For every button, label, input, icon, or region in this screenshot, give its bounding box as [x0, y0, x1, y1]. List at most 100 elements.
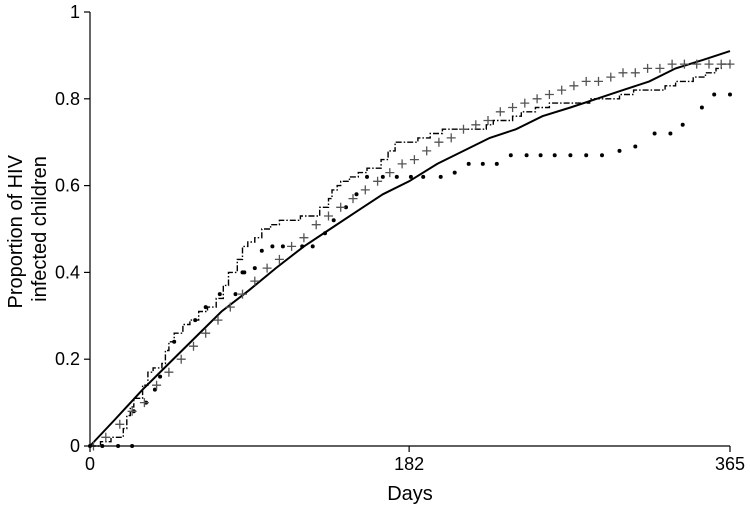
dot-point	[354, 192, 359, 197]
dot-point	[728, 92, 732, 97]
dot-point	[452, 170, 457, 175]
plus-point	[262, 263, 272, 273]
dot-point	[172, 339, 177, 344]
plus-point	[471, 120, 481, 130]
dot-point	[652, 131, 657, 136]
y-axis-title-line-2: infected children	[29, 156, 51, 302]
dot-point	[408, 174, 413, 179]
dot-point	[310, 244, 315, 249]
y-axis-title-line-1: Proportion of HIV	[5, 154, 27, 308]
plus-point	[409, 155, 419, 165]
dot-point	[480, 161, 485, 166]
x-tick-group: 0 182 365	[85, 446, 745, 474]
dot-point	[600, 153, 604, 158]
plus-point	[483, 116, 493, 125]
dot-point	[344, 205, 348, 210]
plus-point	[397, 159, 407, 169]
plus-point	[495, 107, 505, 117]
dot-point	[158, 374, 163, 379]
x-axis-title: Days	[387, 483, 433, 505]
plus-point	[606, 72, 616, 82]
plus-point	[618, 68, 628, 78]
plus-point	[679, 59, 689, 69]
y-tick-label: 0.2	[55, 349, 80, 369]
dot-point	[152, 387, 157, 392]
dot-point	[584, 153, 589, 158]
dot-point	[633, 144, 638, 149]
plus-point	[324, 211, 333, 221]
plus-point	[274, 254, 284, 264]
dot-point	[365, 174, 369, 179]
dot-point	[394, 174, 399, 179]
plus-point	[422, 146, 432, 156]
plus-point	[434, 137, 444, 147]
plus-point	[459, 124, 468, 134]
plus-point	[385, 168, 395, 178]
y-tick-label: 0.4	[55, 262, 80, 282]
dot-point	[252, 266, 257, 271]
plus-point	[213, 315, 223, 325]
plus-point	[725, 59, 735, 69]
dot-point	[668, 131, 673, 136]
dot-point	[617, 148, 622, 153]
plus-point	[189, 341, 198, 351]
dot-point	[217, 292, 222, 297]
plus-point	[152, 380, 162, 390]
dot-point	[568, 153, 573, 158]
plus-point	[643, 63, 653, 73]
x-tick-label: 365	[715, 454, 745, 474]
y-tick-label: 0	[70, 436, 80, 456]
dot-point	[323, 231, 327, 236]
plus-point	[299, 233, 309, 243]
plus-point	[692, 59, 702, 69]
dot-point	[242, 270, 247, 275]
plus-point	[581, 76, 591, 86]
plus-point	[360, 185, 370, 195]
plus-point	[704, 59, 714, 69]
plus-point	[201, 328, 211, 338]
dot-point	[680, 122, 685, 127]
plus-point	[373, 176, 383, 186]
plus-point	[348, 194, 358, 204]
dot-point	[280, 244, 285, 249]
series-layer	[88, 50, 735, 451]
dot-point	[421, 174, 426, 179]
y-tick-label: 0.6	[55, 176, 80, 196]
plus-point	[446, 133, 456, 143]
dot-point	[524, 153, 529, 158]
plus-point	[594, 76, 603, 86]
plus-point	[250, 276, 260, 286]
plus-point	[287, 241, 297, 251]
dot-point	[270, 244, 275, 249]
dot-point	[466, 161, 471, 166]
dot-point	[538, 153, 543, 158]
dot-point	[193, 318, 198, 323]
fitted-curve	[89, 50, 731, 447]
dot-point	[203, 305, 208, 310]
dot-point	[552, 153, 557, 158]
plus-point	[127, 406, 137, 416]
x-tick-label: 0	[85, 454, 95, 474]
plus-point	[115, 419, 125, 429]
plus-point	[164, 367, 174, 377]
y-tick-group: 0 0.2 0.4 0.6 0.8 1	[55, 2, 90, 456]
y-tick-label: 1	[70, 2, 80, 22]
dot-point	[712, 92, 717, 97]
dot-point	[494, 161, 499, 166]
plus-point	[532, 94, 542, 104]
plus-point	[544, 90, 554, 99]
dot-point	[699, 105, 704, 110]
dot-point	[508, 153, 513, 158]
dot-point	[233, 292, 238, 297]
plus-point	[630, 68, 640, 78]
plus-point	[667, 59, 677, 69]
x-tick-label: 182	[394, 454, 424, 474]
plus-point	[238, 289, 247, 299]
plus-point	[569, 81, 579, 91]
step-series-line	[90, 63, 730, 447]
plus-point	[716, 59, 726, 69]
dot-point	[331, 218, 336, 223]
plus-point	[225, 302, 235, 312]
plus-point	[508, 103, 518, 112]
